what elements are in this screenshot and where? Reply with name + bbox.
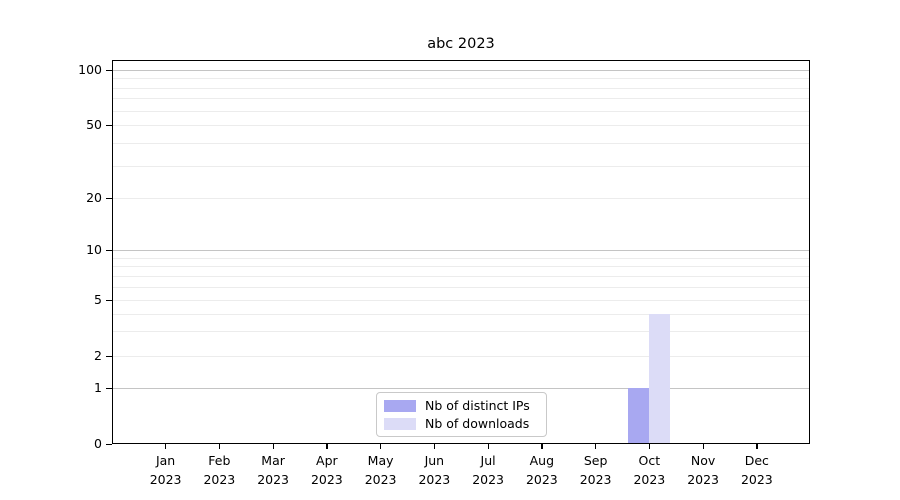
- y-tick: [106, 197, 112, 199]
- legend-label-distinct-ips: Nb of distinct IPs: [425, 398, 530, 413]
- major-gridline: [112, 250, 810, 251]
- legend-label-downloads: Nb of downloads: [425, 416, 530, 431]
- y-tick-label: 100: [78, 62, 102, 77]
- y-tick: [106, 69, 112, 71]
- x-tick-label: Dec 2023: [740, 453, 773, 487]
- minor-gridline: [112, 78, 810, 80]
- x-tick: [433, 444, 436, 449]
- minor-gridline: [112, 286, 810, 288]
- y-tick-label: 10: [86, 242, 102, 257]
- x-tick-label: Jan 2023: [149, 453, 182, 487]
- x-tick: [487, 444, 489, 449]
- x-tick: [380, 444, 382, 449]
- y-tick: [106, 299, 112, 301]
- x-tick: [595, 444, 597, 449]
- y-tick-label: 20: [86, 190, 102, 205]
- x-tick: [648, 444, 651, 449]
- x-tick-label: Sep 2023: [579, 453, 612, 487]
- minor-gridline: [112, 257, 810, 259]
- major-gridline: [112, 388, 810, 389]
- bar-distinct-ips: [628, 388, 650, 444]
- minor-gridline: [112, 125, 810, 126]
- legend-item-distinct-ips: Nb of distinct IPs: [384, 398, 538, 413]
- y-tick-label: 1: [94, 380, 102, 395]
- minor-gridline: [112, 313, 810, 315]
- x-tick-label: Oct 2023: [633, 453, 666, 487]
- y-tick-label: 50: [86, 117, 102, 132]
- x-tick-label: Jun 2023: [418, 453, 451, 487]
- y-tick: [106, 443, 112, 445]
- x-tick-label: Jul 2023: [472, 453, 504, 487]
- minor-gridline: [112, 87, 810, 89]
- y-tick: [106, 124, 112, 126]
- legend-swatch-distinct-ips: [384, 399, 416, 412]
- x-tick: [541, 444, 543, 449]
- major-gridline: [112, 70, 810, 71]
- minor-gridline: [112, 165, 810, 167]
- bar-downloads: [649, 313, 671, 444]
- y-tick: [106, 249, 112, 251]
- x-tick: [756, 444, 758, 449]
- x-tick: [165, 444, 167, 449]
- minor-gridline: [112, 275, 810, 277]
- minor-gridline: [112, 356, 810, 357]
- plot-area: [112, 60, 810, 444]
- legend: Nb of distinct IPs Nb of downloads: [376, 392, 547, 437]
- minor-gridline: [112, 110, 810, 112]
- x-tick-label: Apr 2023: [310, 453, 343, 487]
- minor-gridline: [112, 300, 810, 301]
- legend-swatch-downloads: [384, 417, 416, 430]
- x-tick-label: May 2023: [364, 453, 397, 487]
- x-tick-label: Aug 2023: [525, 453, 558, 487]
- y-tick-label: 5: [94, 292, 102, 307]
- x-tick: [218, 444, 221, 449]
- y-tick: [106, 355, 112, 357]
- minor-gridline: [112, 266, 810, 268]
- chart-title: abc 2023: [427, 36, 495, 52]
- x-tick-label: Mar 2023: [257, 453, 289, 487]
- x-tick: [702, 444, 704, 449]
- plot-border: [112, 60, 810, 444]
- y-tick-label: 0: [94, 436, 102, 451]
- minor-gridline: [112, 98, 810, 100]
- minor-gridline: [112, 198, 810, 199]
- legend-item-downloads: Nb of downloads: [384, 416, 538, 431]
- x-tick: [326, 444, 328, 449]
- minor-gridline: [112, 331, 810, 333]
- y-tick: [106, 387, 112, 389]
- x-tick-label: Feb 2023: [203, 453, 236, 487]
- x-tick-label: Nov 2023: [687, 453, 719, 487]
- minor-gridline: [112, 142, 810, 144]
- y-tick-label: 2: [94, 348, 102, 363]
- x-tick: [272, 444, 274, 449]
